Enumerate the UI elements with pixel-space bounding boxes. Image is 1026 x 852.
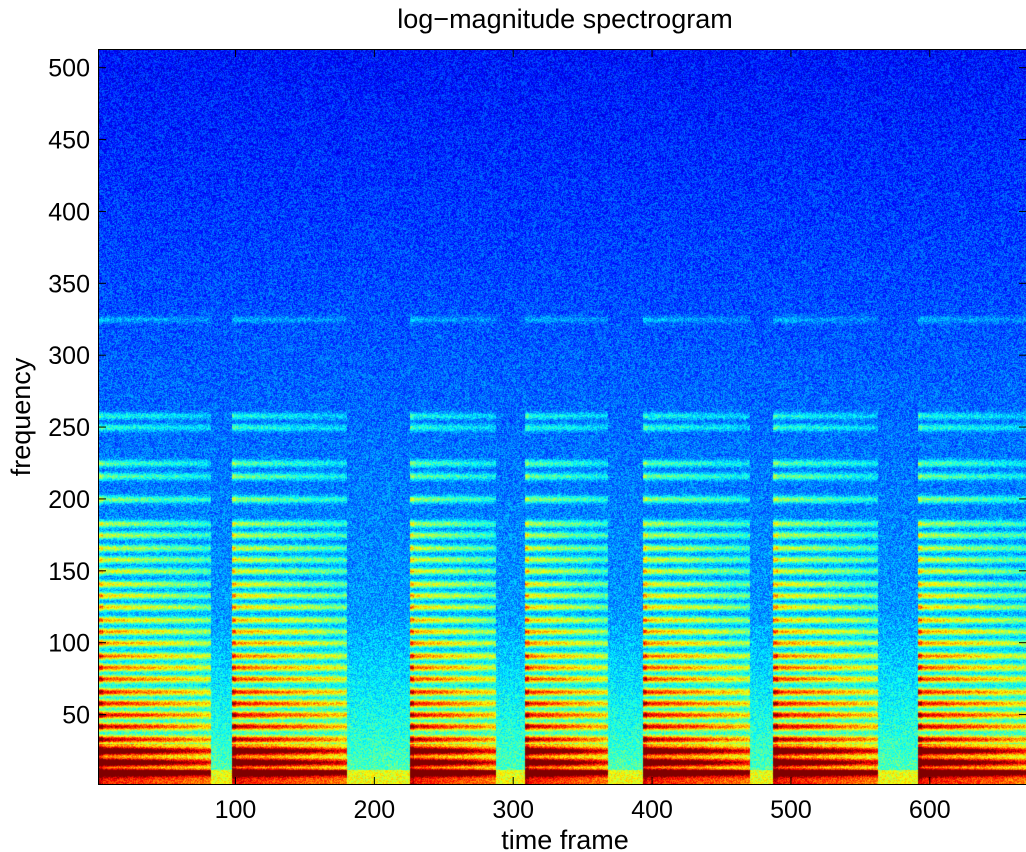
chart-title: log−magnitude spectrogram [397,4,732,34]
y-tick-label: 50 [62,702,90,730]
x-tick-label: 300 [492,796,534,824]
x-tick-label: 200 [353,796,395,824]
y-tick-label: 250 [48,414,90,442]
x-tick-label: 600 [909,796,951,824]
y-axis-label: frequency [6,357,36,476]
spectrogram-heatmap [98,49,1026,785]
y-tick-label: 350 [48,270,90,298]
plot-frame [98,49,1026,785]
y-tick-label: 500 [48,55,90,83]
x-axis-label: time frame [501,825,629,852]
x-tick-label: 100 [215,796,257,824]
y-tick-label: 450 [48,127,90,155]
y-tick-label: 300 [48,342,90,370]
x-tick-label: 500 [770,796,812,824]
y-tick-label: 100 [48,630,90,658]
x-tick-label: 400 [631,796,673,824]
y-tick-label: 200 [48,486,90,514]
y-axis: 50 100 150 200 250 300 350 400 450 500 [48,55,1026,730]
plot-area [98,49,1026,785]
x-axis: 100 200 300 400 500 600 [215,49,951,824]
y-tick-label: 400 [48,198,90,226]
y-tick-label: 150 [48,558,90,586]
